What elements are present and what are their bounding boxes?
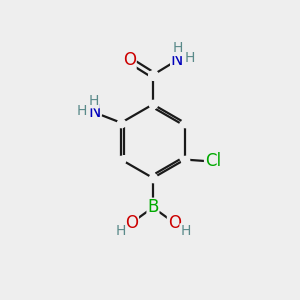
Text: O: O: [123, 51, 136, 69]
Text: H: H: [89, 94, 99, 108]
Text: O: O: [168, 214, 181, 232]
Text: N: N: [171, 51, 183, 69]
Text: N: N: [88, 103, 101, 122]
Text: H: H: [116, 224, 126, 238]
Text: Cl: Cl: [205, 152, 221, 170]
Text: H: H: [172, 41, 183, 56]
Text: O: O: [125, 214, 138, 232]
Text: H: H: [184, 51, 195, 65]
Text: H: H: [180, 224, 190, 238]
Text: H: H: [77, 104, 87, 118]
Text: B: B: [147, 198, 159, 216]
